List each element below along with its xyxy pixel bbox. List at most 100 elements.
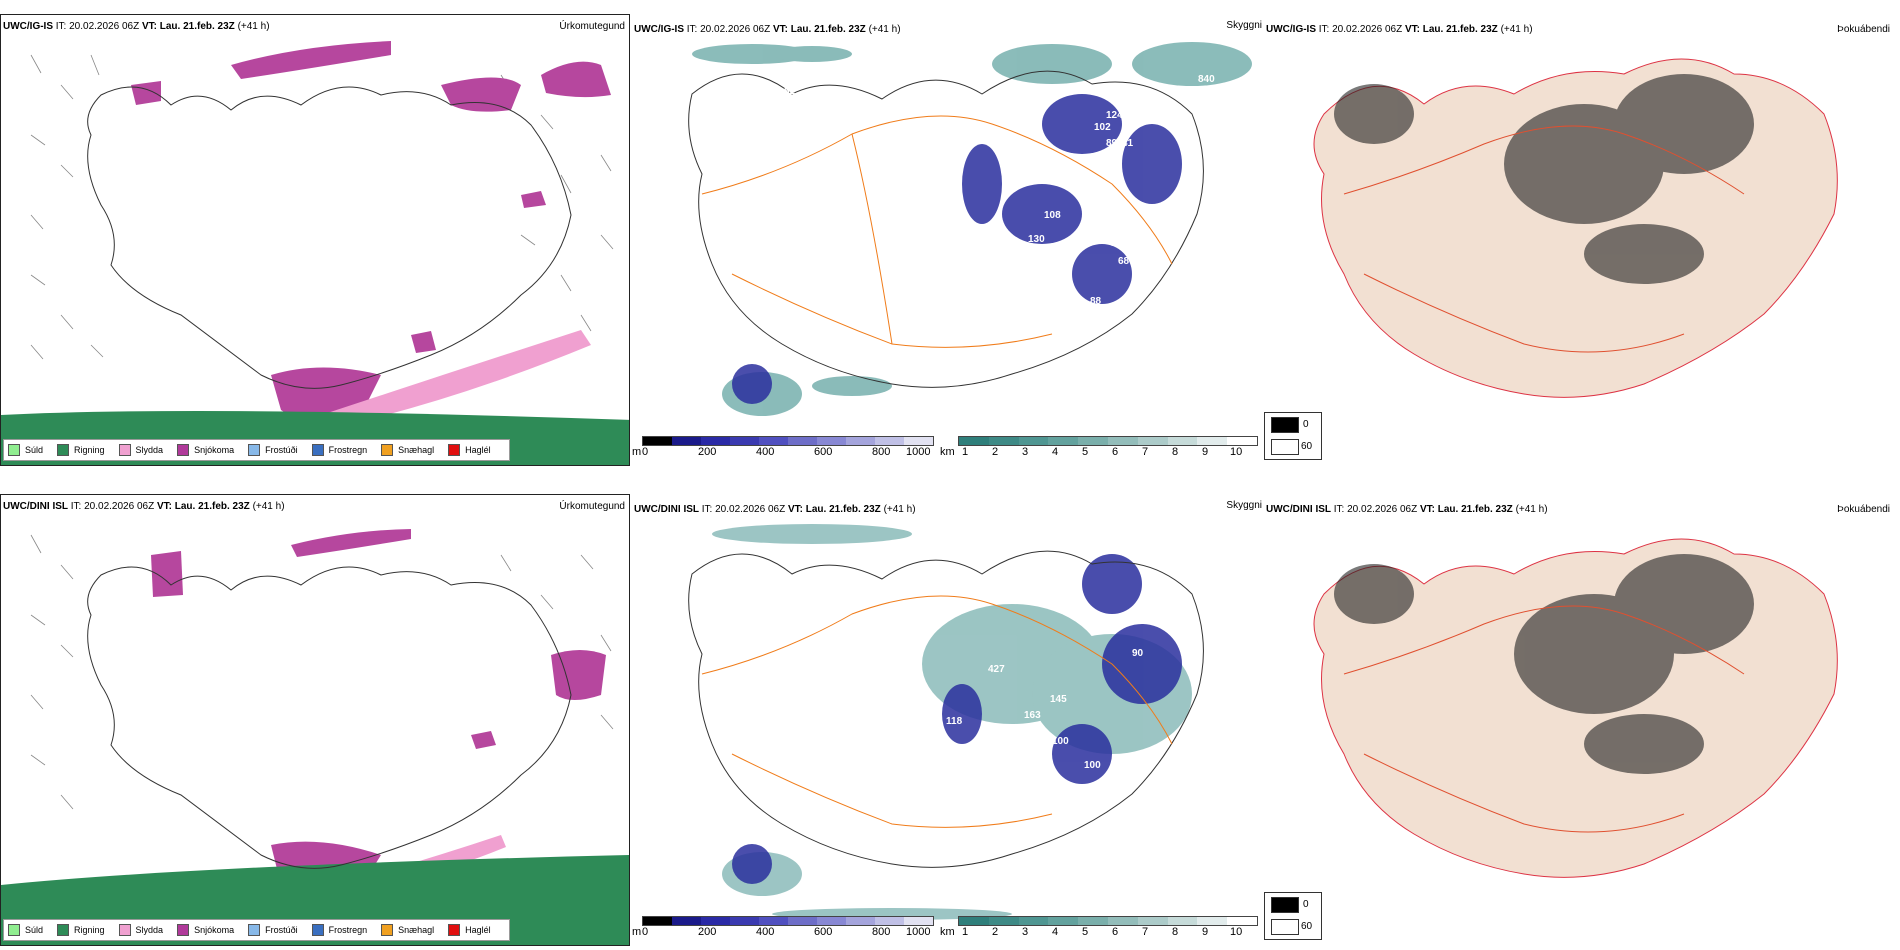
vis-tick: 6 (1112, 446, 1119, 458)
legend-swatch (57, 924, 70, 936)
legend-swatch (8, 444, 20, 456)
fog-areas (1334, 554, 1754, 774)
legend-item: Rigning (57, 924, 105, 936)
clouds-map-top (688, 42, 1252, 416)
legend-swatch (248, 444, 261, 456)
legend-item: Súld (8, 444, 43, 456)
panel-header: UWC/IG-IS IT: 20.02.2026 06Z VT: Lau. 21… (634, 24, 901, 35)
fog-tick: 60 (1301, 441, 1313, 452)
fog-tick: 60 (1301, 921, 1313, 932)
legend-swatch (381, 444, 394, 456)
iceland-outline (87, 86, 572, 389)
legend-item: Rigning (57, 444, 105, 456)
ceiling-unit: m (632, 446, 642, 458)
precip-legend: Súld Rigning Slydda Snjókoma Frostúði Frostre… (3, 439, 510, 461)
precip-panel-bottom: UWC/DINI ISL IT: 20.02.2026 06Z VT: Lau.… (0, 494, 630, 946)
roads (701, 595, 1173, 828)
vis-tick: 2 (992, 926, 999, 938)
legend-swatch (8, 924, 20, 936)
legend-swatch (248, 924, 261, 936)
vis-tick: 10 (1230, 926, 1243, 938)
fog-tick: 0 (1303, 419, 1309, 430)
vis-tick: 2 (992, 446, 999, 458)
legend-label: Haglél (465, 925, 491, 935)
panel-title: Úrkomutegund (559, 21, 625, 32)
ceiling-tick: 200 (698, 926, 717, 938)
legend-swatch (381, 924, 394, 936)
legend-label: Frostregn (328, 445, 368, 455)
panel-title: Úrkomutegund (559, 501, 625, 512)
vis-tick: 8 (1172, 926, 1179, 938)
legend-label: Snjókoma (194, 445, 235, 455)
visibility-colorbar-top: km 1 2 3 4 5 6 7 8 9 10 (940, 436, 1260, 460)
vis-tick: 6 (1112, 926, 1119, 938)
legend-swatch (448, 924, 461, 936)
snow-areas (151, 529, 606, 891)
legend-label: Snæhagl (398, 445, 435, 455)
ceiling-tick: 800 (872, 926, 891, 938)
legend-label: Haglél (465, 445, 491, 455)
legend-item: Frostregn (311, 444, 368, 456)
legend-label: Súld (25, 445, 44, 455)
vis-tick: 4 (1052, 446, 1059, 458)
fog-tick: 0 (1303, 899, 1309, 910)
vis-tick: 7 (1142, 926, 1149, 938)
ceiling-tick: 0 (642, 926, 649, 938)
legend-swatch (311, 924, 324, 936)
clouds-panel-bottom: UWC/DINI ISL IT: 20.02.2026 06Z VT: Lau.… (632, 494, 1262, 946)
fog-panel-top: UWC/IG-IS IT: 20.02.2026 06Z VT: Lau. 21… (1264, 14, 1894, 466)
legend-label: Slydda (135, 925, 164, 935)
panel-header: UWC/DINI ISL IT: 20.02.2026 06Z VT: Lau.… (3, 501, 285, 512)
legend-label: Rigning (74, 925, 105, 935)
panel-title: Þokuábendi (1837, 504, 1890, 515)
precip-panel-top: UWC/IG-IS IT: 20.02.2026 06Z VT: Lau. 21… (0, 14, 630, 466)
legend-label: Súld (25, 925, 44, 935)
vis-tick: 8 (1172, 446, 1179, 458)
ceiling-tick: 0 (642, 446, 649, 458)
legend-item: Haglél (448, 444, 491, 456)
roads (701, 115, 1173, 348)
clouds-map-bottom (688, 524, 1204, 920)
ceiling-tick: 1000 (906, 446, 931, 458)
roads (1343, 605, 1745, 833)
legend-label: Snæhagl (398, 925, 435, 935)
legend-item: Snjókoma (177, 444, 234, 456)
vis-tick: 7 (1142, 446, 1149, 458)
legend-swatch (118, 444, 131, 456)
panel-title: Þokuábendi (1837, 24, 1890, 35)
legend-label: Frostregn (328, 925, 368, 935)
ceiling-tick: 400 (756, 926, 775, 938)
wind-barbs (30, 534, 614, 810)
legend-item: Haglél (448, 924, 491, 936)
legend-label: Slydda (135, 445, 164, 455)
panel-title: Skyggni (1226, 20, 1262, 31)
legend-label: Frostúði (265, 445, 298, 455)
vis-tick: 9 (1202, 446, 1209, 458)
vis-tick: 4 (1052, 926, 1059, 938)
ceiling-tick: 600 (814, 446, 833, 458)
vis-tick: 9 (1202, 926, 1209, 938)
ceiling-tick: 600 (814, 926, 833, 938)
precip-legend: Súld Rigning Slydda Snjókoma Frostúði Frostre… (3, 919, 510, 941)
ceiling-tick: 200 (698, 446, 717, 458)
visibility-areas (692, 42, 1252, 416)
vis-unit: km (940, 446, 955, 458)
legend-item: Slydda (118, 924, 164, 936)
legend-swatch (118, 924, 131, 936)
panel-header: UWC/DINI ISL IT: 20.02.2026 06Z VT: Lau.… (1266, 504, 1548, 515)
fog-colorbar-bottom: 0 60 (1264, 892, 1322, 940)
panel-header: UWC/IG-IS IT: 20.02.2026 06Z VT: Lau. 21… (1266, 24, 1533, 35)
vis-tick: 3 (1022, 446, 1029, 458)
panel-header: UWC/DINI ISL IT: 20.02.2026 06Z VT: Lau.… (634, 504, 916, 515)
vis-unit: km (940, 926, 955, 938)
fog-colorbar-top: 0 60 (1264, 412, 1322, 460)
legend-swatch (177, 444, 190, 456)
legend-swatch (311, 444, 324, 456)
vis-tick: 5 (1082, 926, 1089, 938)
vis-tick: 5 (1082, 446, 1089, 458)
legend-item: Snæhagl (381, 924, 434, 936)
ceiling-tick: 400 (756, 446, 775, 458)
ceiling-areas (732, 94, 1182, 404)
ceiling-unit: m (632, 926, 642, 938)
legend-item: Slydda (118, 444, 164, 456)
